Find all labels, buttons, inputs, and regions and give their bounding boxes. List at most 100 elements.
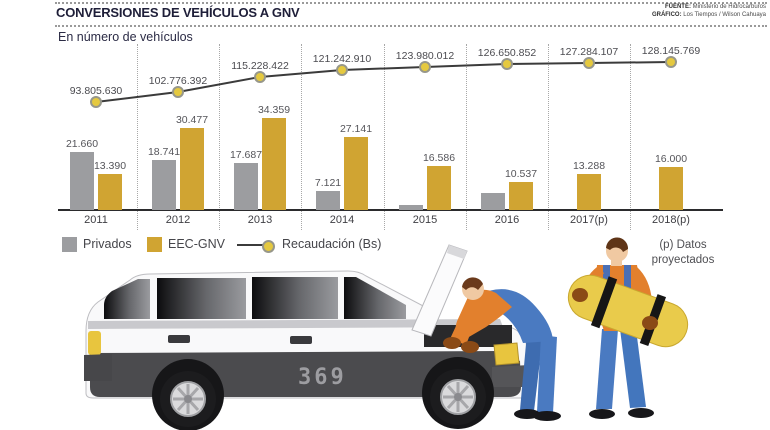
mechanic-illustration <box>443 277 561 421</box>
hood-tip-shade <box>447 245 467 259</box>
mechanic-hair <box>462 277 483 290</box>
line-dot <box>501 58 513 70</box>
x-axis-label: 2014 <box>329 214 355 226</box>
bar-value-label: 13.288 <box>572 160 606 172</box>
line-sample <box>237 244 269 246</box>
car-illustration: 369 <box>84 244 530 430</box>
bar-privados <box>316 191 340 210</box>
bar-value-label: 10.537 <box>504 168 538 180</box>
car-door-handle-2 <box>290 336 312 344</box>
tail-light <box>88 331 101 355</box>
column-separator <box>548 44 549 230</box>
bar-eec <box>344 137 368 210</box>
x-axis-label: 2011 <box>84 214 108 226</box>
bar-value-label: 13.390 <box>93 160 127 172</box>
x-axis-label: 2018(p) <box>652 214 690 226</box>
bar-eec <box>98 174 122 210</box>
bar-value-label: 18.741 <box>147 146 181 158</box>
bar-eec <box>509 182 533 210</box>
column-separator <box>301 44 302 230</box>
front-bumper <box>492 365 530 387</box>
headlight <box>493 342 520 366</box>
mechanic-back-leg <box>520 333 543 411</box>
column-separator <box>137 44 138 230</box>
line-value-label: 127.284.107 <box>559 46 619 58</box>
car-mid-window-2 <box>252 277 338 319</box>
car-badge: 369 <box>298 365 347 390</box>
line-dot <box>583 57 595 69</box>
bar-privados <box>70 152 94 210</box>
worker-left-leg <box>596 329 618 409</box>
bar-value-label: 16.586 <box>422 152 456 164</box>
bar-privados <box>234 163 258 210</box>
bar-privados <box>481 193 505 210</box>
worker-right-leg <box>620 329 646 408</box>
bar-eec <box>427 166 451 210</box>
rear-wheel <box>160 371 216 427</box>
worker-strap-1 <box>603 265 610 289</box>
car-door-handle-1 <box>168 335 190 343</box>
bar-eec <box>262 118 286 210</box>
bar-eec <box>659 167 683 210</box>
source-line: FUENTE: Ministerio de Hidrocarburos <box>664 4 766 10</box>
chart-subtitle: En número de vehículos <box>58 30 193 44</box>
line-dot <box>665 56 677 68</box>
privados-legend-label: Privados <box>83 237 132 251</box>
bar-privados <box>399 205 423 210</box>
line-dot <box>419 61 431 73</box>
line-value-label: 102.776.392 <box>148 75 208 87</box>
car-front-window <box>344 277 406 319</box>
bar-value-label: 21.660 <box>65 138 99 150</box>
line-value-label: 93.805.630 <box>69 85 123 97</box>
line-value-label: 115.228.422 <box>231 60 289 72</box>
recaudacion-legend-label: Recaudación (Bs) <box>282 237 382 251</box>
illustration: 369 <box>84 237 689 430</box>
rear-bumper <box>84 354 112 381</box>
worker-strap-2 <box>624 265 631 289</box>
mechanic-arm <box>450 313 476 345</box>
car-mid-window-1 <box>157 278 246 319</box>
front-wheel <box>430 369 486 425</box>
worker-glove-2 <box>642 316 658 330</box>
source-credit: FUENTE: Ministerio de Hidrocarburos GRÁF… <box>652 3 766 19</box>
worker-hair <box>606 237 629 252</box>
mechanic-shoe-2 <box>533 411 561 421</box>
line-value-label: 121.242.910 <box>312 53 372 65</box>
worker-with-tank-illustration <box>567 237 689 419</box>
privados-swatch <box>62 237 77 252</box>
mechanic-front-leg <box>537 335 557 413</box>
mechanic-hand-1 <box>443 337 461 349</box>
worker-shoe-2 <box>628 408 654 418</box>
line-value-label: 126.650.852 <box>477 47 537 59</box>
line-dot <box>336 64 348 76</box>
worker-shoe-1 <box>589 409 615 419</box>
bar-eec <box>180 128 204 210</box>
header-dotted-rule <box>55 25 767 27</box>
bar-value-label: 16.000 <box>654 153 688 165</box>
column-separator <box>219 44 220 230</box>
mechanic-hand-2 <box>461 341 479 353</box>
column-separator <box>630 44 631 230</box>
line-dot <box>172 86 184 98</box>
eec-legend-label: EEC-GNV <box>168 237 225 251</box>
page-title: CONVERSIONES DE VEHÍCULOS A GNV <box>56 5 300 20</box>
bar-value-label: 7.121 <box>314 177 342 189</box>
car-rear-window <box>104 279 150 319</box>
bar-value-label: 30.477 <box>175 114 209 126</box>
line-value-label: 128.145.769 <box>641 45 701 57</box>
bar-value-label: 27.141 <box>339 123 373 135</box>
bar-eec <box>577 174 601 210</box>
bar-privados <box>152 160 176 210</box>
x-axis-label: 2017(p) <box>570 214 608 226</box>
eec-swatch <box>147 237 162 252</box>
worker-neck <box>611 259 622 266</box>
car-silver-stripe <box>88 319 503 329</box>
bar-value-label: 34.359 <box>257 104 291 116</box>
worker-glove-1 <box>572 288 588 302</box>
tank-band-1 <box>590 276 618 329</box>
line-dot <box>254 71 266 83</box>
top-dotted-rule <box>55 2 767 4</box>
projection-note: (p) Datos proyectados <box>651 239 715 266</box>
line-dot <box>90 96 102 108</box>
